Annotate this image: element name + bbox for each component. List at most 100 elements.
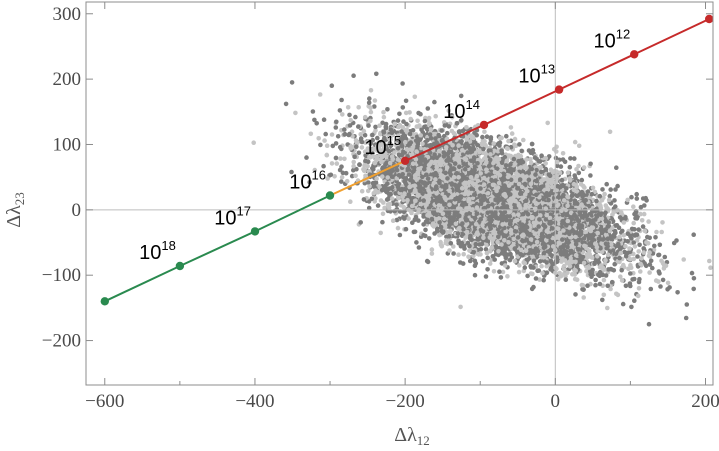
cloud-point (528, 156, 533, 162)
cloud-point (560, 151, 566, 156)
cloud-point (321, 117, 327, 122)
cloud-point (491, 269, 497, 274)
cloud-point (590, 185, 596, 191)
cloud-point (461, 251, 467, 257)
cloud-point (607, 129, 613, 135)
cloud-point (321, 163, 326, 169)
cloud-point (498, 275, 504, 280)
cloud-point (367, 96, 372, 101)
cloud-point (572, 156, 577, 161)
cloud-point (593, 277, 598, 283)
cloud-point (385, 107, 390, 112)
cloud-point (416, 218, 421, 223)
cloud-point (643, 195, 648, 201)
cloud-point (558, 164, 564, 169)
cloud-point (647, 270, 652, 275)
cloud-point (634, 196, 640, 201)
cloud-point (548, 267, 553, 272)
cloud-point (576, 143, 582, 149)
cloud-point (478, 247, 484, 252)
cloud-point (657, 242, 663, 248)
cloud-point (632, 298, 637, 304)
cloud-point (472, 263, 478, 269)
cloud-point (593, 282, 598, 288)
cloud-point (358, 136, 364, 141)
cloud-point (358, 132, 364, 137)
cloud-point (629, 304, 634, 310)
cloud-point (366, 180, 371, 185)
cloud-point (600, 297, 605, 303)
cloud-point (601, 277, 607, 283)
cloud-point (683, 315, 689, 321)
cloud-point (555, 163, 560, 169)
cloud-point (648, 258, 654, 264)
cloud-point (403, 226, 409, 232)
cloud-point (533, 276, 539, 281)
cloud-point (329, 132, 335, 137)
cloud-point (584, 268, 589, 274)
cloud-point (380, 211, 386, 217)
cloud-point (400, 125, 406, 130)
cloud-point (620, 301, 626, 307)
cloud-point (488, 140, 493, 146)
cloud-point (351, 159, 357, 165)
cloud-point (613, 230, 618, 236)
cloud-point (467, 139, 473, 144)
cloud-point (483, 247, 489, 252)
cloud-point (356, 105, 362, 110)
cloud-point (581, 165, 587, 170)
cloud-point (603, 258, 608, 263)
cloud-point (563, 274, 568, 279)
cloud-point (451, 244, 456, 249)
cloud-point (642, 203, 647, 208)
cloud-point (487, 261, 493, 266)
cloud-point (659, 229, 664, 235)
cloud-point (625, 197, 630, 203)
cloud-point (392, 150, 397, 155)
cloud-point (525, 273, 530, 279)
cloud-point (397, 111, 402, 117)
cloud-point (565, 270, 570, 276)
cloud-point (380, 219, 385, 225)
cloud-point (539, 263, 544, 269)
cloud-point (572, 139, 578, 145)
cloud-point (512, 258, 518, 264)
cloud-point (689, 270, 695, 276)
cloud-point (635, 293, 641, 299)
cloud-point (508, 125, 514, 130)
cloud-point (474, 132, 480, 138)
cloud-point (400, 105, 406, 110)
cloud-point (529, 286, 535, 292)
cloud-point (484, 250, 490, 256)
cloud-point (416, 245, 422, 250)
cloud-point (410, 128, 416, 133)
cloud-point (646, 219, 651, 224)
cloud-point (374, 71, 379, 77)
cloud-point (458, 304, 463, 310)
cloud-point (362, 132, 368, 138)
cloud-point (349, 173, 355, 179)
cloud-point (582, 185, 587, 190)
cloud-point (528, 160, 534, 165)
cloud-point (403, 98, 409, 104)
cloud-point (339, 179, 344, 184)
cloud-point (372, 104, 377, 109)
cloud-point (631, 256, 636, 262)
cloud-point (609, 225, 615, 230)
cloud-point (283, 101, 289, 107)
cloud-point (545, 120, 550, 126)
cloud-point (339, 97, 344, 103)
cloud-point (526, 148, 532, 153)
cloud-point (636, 286, 642, 291)
cloud-point (631, 240, 636, 245)
cloud-point (646, 321, 652, 327)
cloud-point (459, 118, 464, 123)
cloud-point (394, 217, 400, 223)
cloud-point (414, 240, 419, 245)
cloud-point (340, 170, 346, 176)
cloud-point (415, 118, 420, 124)
cloud-point (608, 187, 613, 192)
cloud-point (343, 170, 349, 176)
cloud-point (251, 140, 256, 145)
cloud-point (530, 147, 536, 153)
